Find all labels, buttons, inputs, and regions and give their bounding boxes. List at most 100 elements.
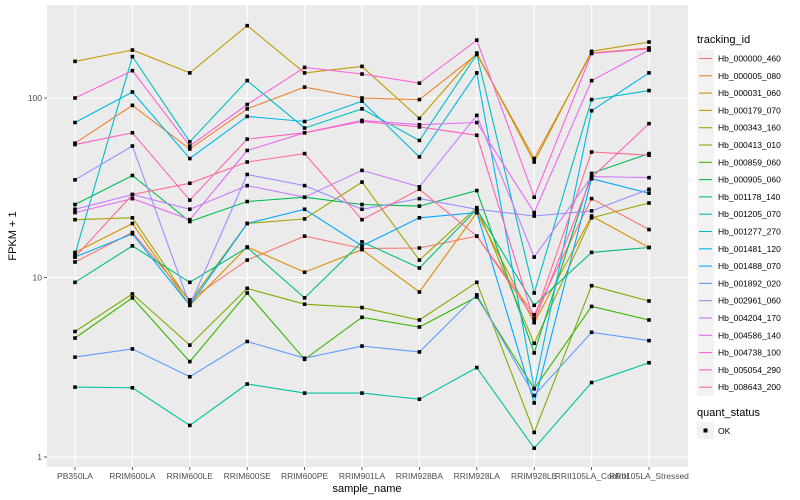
data-point (302, 65, 307, 70)
x-tick-label: RRII105LA_Control (555, 471, 629, 481)
data-point (188, 280, 192, 285)
data-point (188, 181, 192, 186)
data-point (647, 318, 651, 322)
data-point (245, 245, 249, 250)
data-point (73, 207, 77, 212)
legend-title: tracking_id (697, 34, 750, 46)
data-point (417, 258, 422, 262)
data-point (130, 173, 135, 178)
legend-label: Hb_001205_070 (718, 209, 781, 219)
data-point (302, 302, 307, 306)
data-point (475, 133, 479, 138)
data-point (360, 72, 364, 76)
data-point (360, 64, 364, 69)
x-tick-label: RRII105LA_Stressed (609, 471, 689, 481)
legend-label: Hb_005054_290 (718, 365, 781, 375)
data-point (302, 356, 307, 361)
data-point (360, 168, 364, 173)
data-point (647, 201, 651, 205)
data-point (245, 382, 249, 386)
data-point (417, 187, 422, 192)
data-point (647, 88, 651, 93)
data-point (360, 244, 364, 248)
data-point (245, 78, 249, 83)
data-point (647, 71, 651, 75)
legend-label: Hb_008643_200 (718, 382, 781, 392)
data-point (647, 40, 651, 44)
y-tick-label: 1 (37, 452, 42, 462)
legend-label: Hb_001277_270 (718, 227, 781, 237)
data-point (417, 155, 422, 159)
data-point (245, 221, 249, 226)
data-point (188, 198, 192, 202)
data-point (589, 330, 594, 335)
data-point (188, 71, 192, 75)
data-point (589, 51, 594, 56)
x-tick-label: RRIM928BA (396, 471, 444, 481)
data-point (360, 391, 364, 395)
data-point (130, 144, 135, 148)
data-point (302, 126, 307, 130)
data-point (589, 171, 594, 176)
series-points (73, 23, 651, 450)
data-point (188, 303, 192, 308)
data-point (73, 329, 77, 334)
data-point (302, 234, 307, 238)
data-point (360, 305, 364, 310)
data-point (73, 280, 77, 285)
data-point (647, 153, 651, 158)
legend-label: Hb_004738_100 (718, 348, 781, 358)
data-point (130, 347, 135, 351)
data-point (647, 46, 651, 51)
y-axis-title: FPKM + 1 (7, 211, 19, 260)
data-point (475, 71, 479, 75)
data-point (589, 196, 594, 201)
data-point (417, 97, 422, 102)
x-tick-label: PB350LA (57, 471, 93, 481)
x-axis: PB350LA RRIM600LA RRIM600LE RRIM600SE RRIM60… (57, 467, 689, 481)
data-point (302, 195, 307, 200)
data-point (73, 252, 77, 256)
data-point (417, 216, 422, 220)
data-point (302, 183, 307, 188)
data-point (73, 385, 77, 389)
data-point (475, 210, 479, 215)
data-point (130, 292, 135, 296)
data-point (245, 258, 249, 262)
data-point (532, 156, 536, 161)
data-point (245, 339, 249, 344)
data-point (188, 359, 192, 364)
x-tick-label: RRIM600SE (224, 471, 272, 481)
legend-label: Hb_000413_010 (718, 140, 781, 150)
data-point (360, 202, 364, 207)
data-point (73, 217, 77, 222)
data-point (417, 122, 422, 127)
data-point (245, 291, 249, 295)
legend-label: Hb_000005_080 (718, 71, 781, 81)
data-point (417, 81, 422, 85)
data-point (532, 210, 536, 215)
data-point (417, 185, 422, 189)
data-point (73, 336, 77, 340)
data-point (130, 68, 135, 73)
data-point (417, 350, 422, 354)
data-point (589, 250, 594, 255)
data-point (302, 391, 307, 395)
data-point (589, 150, 594, 154)
legend-label: Hb_001178_140 (718, 192, 781, 202)
data-point (589, 97, 594, 102)
data-point (302, 207, 307, 212)
data-point (245, 160, 249, 164)
data-point (589, 304, 594, 309)
data-point (73, 255, 77, 259)
data-point (475, 365, 479, 370)
data-point (417, 290, 422, 294)
data-point (73, 96, 77, 100)
data-point (245, 172, 249, 177)
y-tick-label: 100 (28, 93, 42, 103)
data-point (302, 270, 307, 275)
legend-label: Hb_001481_120 (718, 244, 781, 254)
data-point (532, 291, 536, 295)
y-tick-label: 10 (33, 273, 43, 283)
data-point (589, 380, 594, 385)
